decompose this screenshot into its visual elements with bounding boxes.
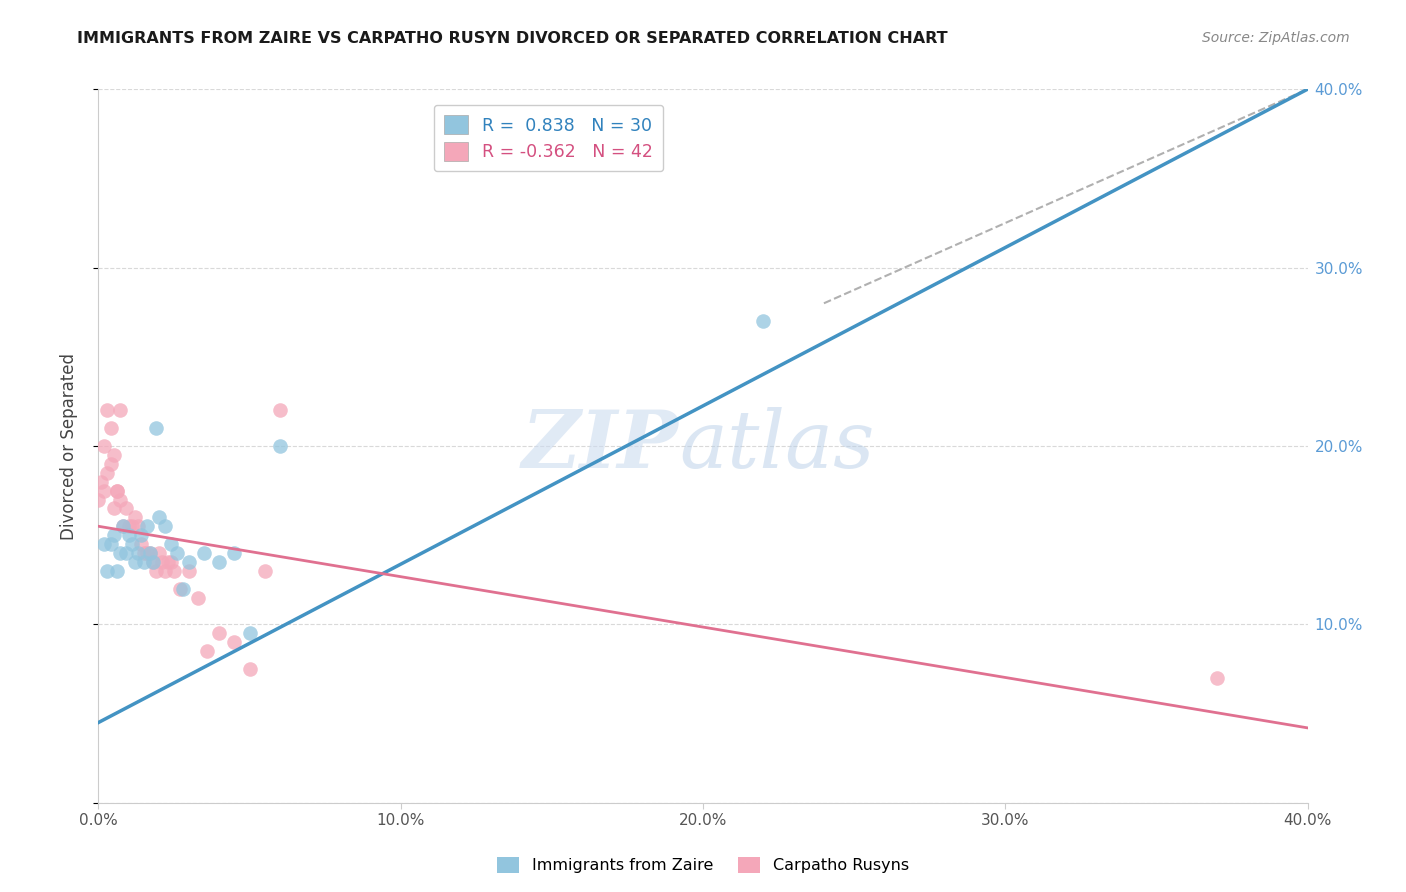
Text: Source: ZipAtlas.com: Source: ZipAtlas.com bbox=[1202, 31, 1350, 45]
Point bbox=[172, 582, 194, 596]
Point bbox=[269, 403, 291, 417]
Point bbox=[118, 528, 141, 542]
Point bbox=[108, 546, 131, 560]
Point bbox=[93, 439, 115, 453]
Point bbox=[129, 537, 152, 551]
Point bbox=[135, 546, 157, 560]
Point bbox=[96, 564, 118, 578]
Point bbox=[111, 519, 134, 533]
Point bbox=[179, 555, 201, 569]
Point bbox=[148, 510, 170, 524]
Point bbox=[142, 555, 165, 569]
Point bbox=[153, 519, 176, 533]
Point bbox=[96, 466, 118, 480]
Point bbox=[103, 501, 125, 516]
Point bbox=[193, 546, 215, 560]
Point bbox=[118, 519, 141, 533]
Point bbox=[163, 564, 186, 578]
Point bbox=[124, 510, 146, 524]
Point bbox=[114, 501, 136, 516]
Point bbox=[752, 314, 775, 328]
Point bbox=[124, 555, 146, 569]
Point bbox=[103, 448, 125, 462]
Point bbox=[129, 528, 152, 542]
Point bbox=[269, 439, 291, 453]
Point bbox=[87, 492, 110, 507]
Legend: Immigrants from Zaire, Carpatho Rusyns: Immigrants from Zaire, Carpatho Rusyns bbox=[491, 850, 915, 880]
Point bbox=[105, 483, 128, 498]
Point bbox=[100, 421, 122, 435]
Point bbox=[160, 537, 183, 551]
Point bbox=[100, 457, 122, 471]
Point bbox=[224, 546, 246, 560]
Point bbox=[148, 546, 170, 560]
Legend: R =  0.838   N = 30, R = -0.362   N = 42: R = 0.838 N = 30, R = -0.362 N = 42 bbox=[433, 105, 664, 171]
Point bbox=[239, 662, 262, 676]
Text: atlas: atlas bbox=[679, 408, 875, 484]
Point bbox=[208, 626, 231, 640]
Point bbox=[224, 635, 246, 649]
Point bbox=[121, 519, 143, 533]
Point bbox=[145, 564, 167, 578]
Point bbox=[105, 483, 128, 498]
Point bbox=[100, 537, 122, 551]
Point bbox=[93, 537, 115, 551]
Point bbox=[169, 582, 191, 596]
Point bbox=[166, 546, 188, 560]
Point bbox=[179, 564, 201, 578]
Point bbox=[253, 564, 276, 578]
Y-axis label: Divorced or Separated: Divorced or Separated bbox=[59, 352, 77, 540]
Point bbox=[187, 591, 209, 605]
Point bbox=[150, 555, 173, 569]
Point bbox=[195, 644, 218, 658]
Point bbox=[153, 564, 176, 578]
Point bbox=[103, 528, 125, 542]
Point bbox=[139, 546, 162, 560]
Point bbox=[208, 555, 231, 569]
Point bbox=[156, 555, 179, 569]
Point bbox=[1206, 671, 1229, 685]
Point bbox=[96, 403, 118, 417]
Point bbox=[239, 626, 262, 640]
Point bbox=[111, 519, 134, 533]
Point bbox=[160, 555, 183, 569]
Point bbox=[145, 421, 167, 435]
Point bbox=[127, 519, 149, 533]
Text: IMMIGRANTS FROM ZAIRE VS CARPATHO RUSYN DIVORCED OR SEPARATED CORRELATION CHART: IMMIGRANTS FROM ZAIRE VS CARPATHO RUSYN … bbox=[77, 31, 948, 46]
Point bbox=[121, 537, 143, 551]
Point bbox=[114, 546, 136, 560]
Point bbox=[132, 555, 155, 569]
Point bbox=[132, 546, 155, 560]
Point bbox=[135, 519, 157, 533]
Point bbox=[142, 555, 165, 569]
Text: ZIP: ZIP bbox=[522, 408, 679, 484]
Point bbox=[108, 492, 131, 507]
Point bbox=[127, 546, 149, 560]
Point bbox=[90, 475, 112, 489]
Point bbox=[108, 403, 131, 417]
Point bbox=[105, 564, 128, 578]
Point bbox=[93, 483, 115, 498]
Point bbox=[139, 546, 162, 560]
